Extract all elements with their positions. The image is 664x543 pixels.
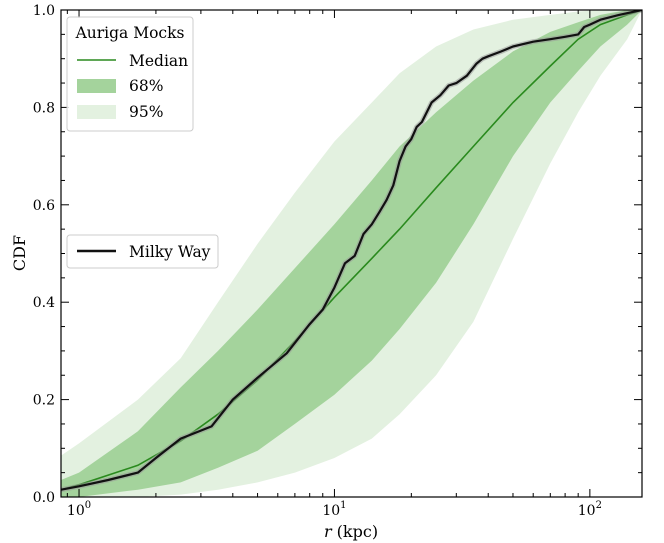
- x-tick-label: 101: [322, 500, 346, 519]
- legend-frame: [66, 16, 194, 132]
- legend-mw-label: Milky Way: [129, 243, 211, 261]
- x-axis-unit: (kpc): [332, 522, 378, 541]
- legend-milky-way: Milky Way: [66, 234, 219, 269]
- legend-68-swatch: [77, 79, 116, 93]
- legend-95-label: 95%: [129, 103, 163, 121]
- legend-auriga-mocks: Auriga Mocks Median 68% 95%: [66, 16, 194, 132]
- band-68: [61, 10, 642, 497]
- milky-way-line: [61, 10, 642, 491]
- plot-frame: [60, 9, 643, 498]
- y-tick-label: 0.2: [33, 393, 55, 409]
- x-axis-title: r (kpc): [324, 522, 378, 541]
- y-tick-label: 0.4: [33, 295, 55, 311]
- x-tick-label: 100: [67, 500, 91, 519]
- legend-title: Auriga Mocks: [75, 24, 185, 42]
- y-tick-label: 0.8: [33, 100, 55, 116]
- legend-68-label: 68%: [129, 77, 163, 95]
- legend-mw-frame: [66, 234, 219, 269]
- y-axis-title: CDF: [10, 235, 29, 271]
- y-tick-label: 1.0: [33, 3, 55, 19]
- x-tick-label: 102: [578, 500, 602, 519]
- legend-median-label: Median: [129, 52, 188, 70]
- y-tick-label: 0.6: [33, 198, 55, 214]
- x-axis-variable: r: [324, 522, 333, 541]
- y-tick-label: 0.0: [33, 490, 55, 506]
- legend-95-swatch: [77, 105, 116, 119]
